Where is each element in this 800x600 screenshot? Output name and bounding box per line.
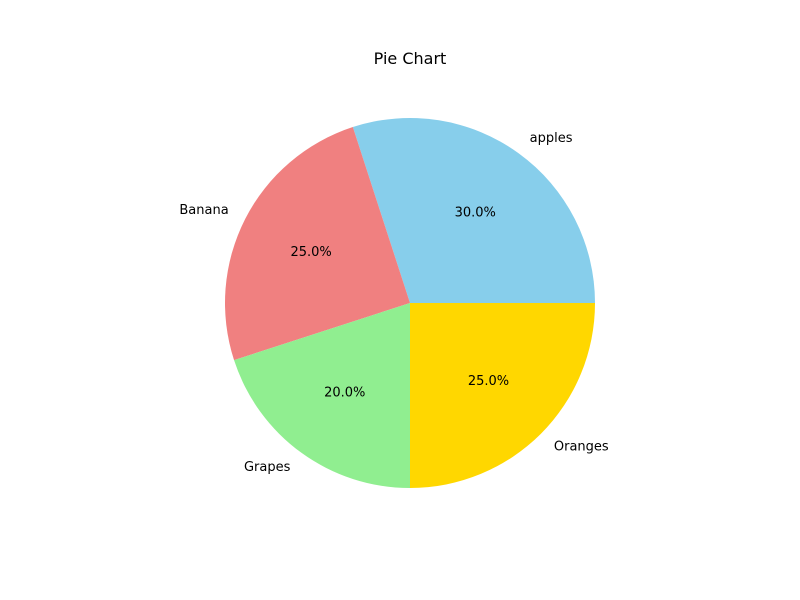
- percent-label-grapes: 20.0%: [324, 385, 365, 400]
- percent-label-apples: 30.0%: [455, 206, 496, 221]
- pie-slices: [225, 118, 595, 488]
- pie-slice-apples: [352, 118, 595, 303]
- slice-label-banana: Banana: [179, 203, 228, 218]
- slice-label-grapes: Grapes: [244, 460, 291, 475]
- chart-title: Pie Chart: [374, 49, 447, 68]
- pie-slice-banana: [225, 127, 410, 361]
- slice-label-oranges: Oranges: [554, 439, 609, 454]
- slice-label-apples: apples: [530, 131, 573, 146]
- pie-labels: apples 30.0% Banana 25.0% Grapes 20.0% Oranges…: [179, 131, 609, 475]
- percent-label-oranges: 25.0%: [468, 374, 509, 389]
- pie-slice-oranges: [410, 303, 595, 488]
- percent-label-banana: 25.0%: [290, 245, 331, 260]
- pie-slice-grapes: [234, 303, 410, 488]
